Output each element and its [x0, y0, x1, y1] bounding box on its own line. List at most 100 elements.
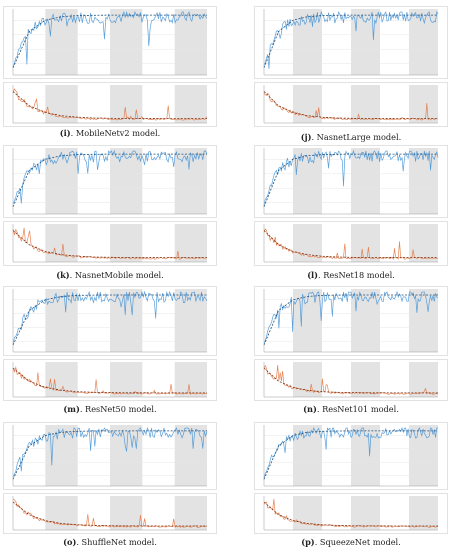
caption-text: . ResNet50 model. — [79, 404, 157, 414]
epoch-band — [351, 148, 380, 214]
validation-loss-line — [12, 230, 207, 258]
caption-label: (n) — [303, 404, 317, 414]
training-loss-line — [12, 227, 208, 260]
epoch-band — [351, 362, 380, 397]
training-loss-line — [12, 88, 208, 121]
training-chart-j — [254, 6, 448, 127]
epoch-band — [409, 496, 438, 530]
training-loss-line — [263, 228, 439, 261]
epoch-band — [174, 425, 207, 486]
validation-loss-line — [263, 367, 438, 394]
caption-l: (l). ResNet18 model. — [254, 270, 448, 280]
epoch-band — [174, 224, 207, 262]
validation-loss-line — [12, 91, 207, 119]
validation-accuracy-line — [12, 294, 207, 346]
caption-o: (o). ShuffleNet model. — [3, 537, 217, 547]
caption-n: (n). ResNet101 model. — [254, 404, 448, 414]
caption-label: (m) — [63, 404, 80, 414]
validation-accuracy-line — [263, 14, 438, 68]
caption-text: . SqueezeNet model. — [314, 537, 401, 547]
training-loss-line — [263, 92, 439, 121]
caption-text: . MobileNetv2 model. — [70, 128, 161, 138]
epoch-band — [409, 224, 438, 262]
training-accuracy-line — [12, 149, 208, 205]
training-loss-line — [263, 364, 439, 395]
validation-accuracy-line — [12, 153, 207, 207]
caption-label: (i) — [59, 128, 71, 138]
validation-accuracy-line — [12, 14, 207, 68]
panel-p: (p). SqueezeNet model. — [254, 420, 448, 550]
training-chart-n — [254, 286, 448, 401]
epoch-band — [351, 289, 380, 352]
training-accuracy-line — [263, 426, 438, 480]
epoch-band — [45, 85, 78, 123]
caption-label: (l) — [307, 270, 319, 280]
caption-text: . ShuffleNet model. — [76, 537, 157, 547]
epoch-band — [110, 148, 143, 214]
epoch-band — [174, 85, 207, 123]
validation-loss-line — [12, 501, 207, 527]
validation-loss-line — [263, 501, 438, 527]
caption-label: (p) — [301, 537, 315, 547]
epoch-band — [293, 224, 322, 262]
epoch-band — [293, 496, 322, 530]
validation-accuracy-line — [12, 430, 207, 480]
validation-accuracy-line — [263, 153, 438, 207]
epoch-band — [174, 362, 207, 397]
training-chart-k — [3, 145, 217, 266]
epoch-band — [45, 148, 78, 214]
caption-text: . ResNet18 model. — [318, 270, 395, 280]
epoch-band — [293, 85, 322, 123]
epoch-band — [351, 85, 380, 123]
caption-label: (k) — [56, 270, 70, 280]
caption-i: (i). MobileNetv2 model. — [3, 128, 217, 138]
caption-m: (m). ResNet50 model. — [3, 404, 217, 414]
caption-p: (p). SqueezeNet model. — [254, 537, 448, 547]
caption-text: . ResNet101 model. — [316, 404, 399, 414]
epoch-band — [45, 224, 78, 262]
panel-n: (n). ResNet101 model. — [254, 284, 448, 416]
epoch-band — [351, 496, 380, 530]
caption-text: . NasnetMobile model. — [69, 270, 164, 280]
epoch-band — [174, 148, 207, 214]
training-chart-i — [3, 6, 217, 127]
epoch-band — [293, 9, 322, 75]
epoch-band — [409, 425, 438, 486]
training-chart-m — [3, 286, 217, 401]
training-accuracy-line — [263, 10, 439, 69]
validation-loss-line — [263, 230, 438, 258]
training-accuracy-line — [12, 290, 208, 345]
epoch-band — [351, 9, 380, 75]
training-loss-line — [263, 498, 439, 528]
epoch-band — [45, 289, 78, 352]
epoch-band — [293, 425, 322, 486]
panel-m: (m). ResNet50 model. — [3, 284, 217, 416]
training-accuracy-line — [12, 10, 208, 67]
epoch-band — [110, 224, 143, 262]
panel-i: (i). MobileNetv2 model. — [3, 4, 217, 142]
epoch-band — [409, 85, 438, 123]
epoch-band — [110, 362, 143, 397]
training-chart-l — [254, 145, 448, 266]
panel-o: (o). ShuffleNet model. — [3, 420, 217, 550]
validation-loss-line — [263, 91, 438, 119]
validation-accuracy-line — [263, 294, 438, 346]
caption-j: (j). NasnetLarge model. — [254, 132, 448, 142]
epoch-band — [409, 289, 438, 352]
caption-label: (o) — [63, 537, 77, 547]
training-loss-line — [12, 498, 208, 528]
epoch-band — [110, 496, 143, 530]
panel-k: (k). NasnetMobile model. — [3, 143, 217, 283]
epoch-band — [409, 362, 438, 397]
caption-label: (j) — [300, 132, 312, 142]
training-chart-p — [254, 422, 448, 534]
training-chart-o — [3, 422, 217, 534]
validation-accuracy-line — [263, 430, 438, 480]
caption-k: (k). NasnetMobile model. — [3, 270, 217, 280]
epoch-band — [409, 9, 438, 75]
epoch-band — [351, 425, 380, 486]
panel-l: (l). ResNet18 model. — [254, 143, 448, 283]
caption-text: . NasnetLarge model. — [311, 132, 402, 142]
epoch-band — [174, 496, 207, 530]
epoch-band — [110, 9, 143, 75]
